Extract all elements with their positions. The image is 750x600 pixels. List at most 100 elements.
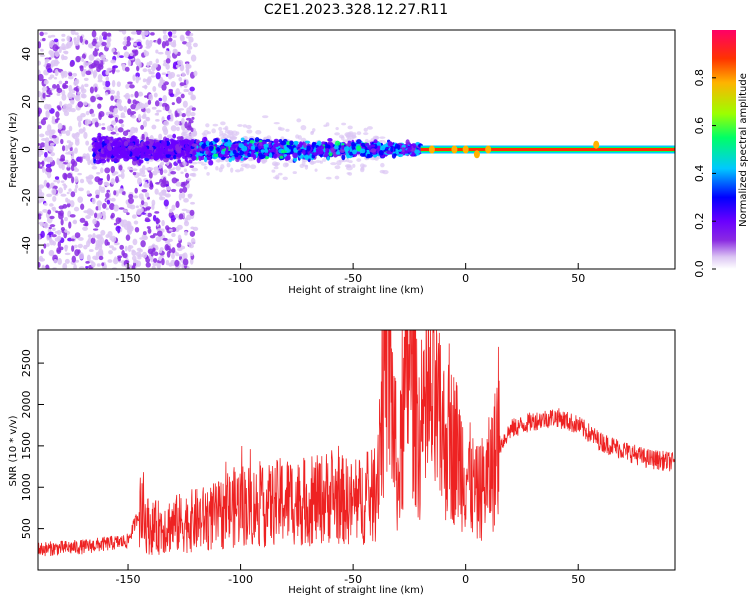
colorbar-strip: [712, 30, 736, 269]
heatmap-cell: [137, 76, 141, 81]
heatmap-cell: [57, 258, 62, 265]
heatmap-cell: [143, 95, 149, 98]
heatmap-cell: [366, 145, 372, 150]
heatmap-cell: [126, 129, 131, 133]
heatmap-cell: [158, 133, 163, 141]
heatmap-cell: [152, 262, 158, 267]
heatmap-cell: [42, 117, 48, 120]
heatmap-cell: [168, 248, 172, 254]
heatmap-cell: [293, 157, 298, 162]
heatmap-cell: [148, 93, 154, 102]
heatmap-cell: [356, 158, 362, 162]
heatmap-cell: [96, 200, 102, 207]
heatmap-cell: [133, 258, 137, 264]
heatmap-cell: [38, 60, 42, 66]
heatmap-cell: [171, 253, 175, 260]
x-tick-label: -150: [116, 573, 141, 586]
heatmap-cell: [144, 217, 150, 222]
heatmap-cell: [273, 138, 280, 144]
heatmap-cell: [109, 111, 113, 115]
heatmap-cell: [189, 209, 195, 216]
heatmap-cell: [152, 85, 157, 92]
heatmap-cell: [92, 50, 98, 57]
heatmap-cell: [118, 207, 125, 210]
heatmap-cell: [98, 212, 103, 219]
heatmap-cell: [94, 121, 99, 128]
heatmap-cell: [60, 227, 66, 232]
heatmap-cell: [171, 232, 176, 238]
heatmap-cell: [179, 82, 185, 87]
heatmap-cell: [326, 144, 331, 149]
heatmap-cell: [117, 226, 121, 234]
heatmap-cell: [240, 137, 245, 142]
heatmap-cell: [145, 39, 150, 47]
heatmap-cell: [234, 169, 241, 173]
heatmap-cell: [136, 251, 142, 258]
heatmap-cell: [170, 188, 177, 193]
heatmap-cell: [175, 200, 180, 208]
heatmap-cell: [340, 136, 345, 141]
heatmap-cell: [216, 157, 221, 163]
heatmap-cell: [284, 146, 288, 151]
heatmap-cell: [151, 106, 157, 110]
heatmap-cell: [126, 212, 130, 216]
heatmap-cell: [325, 176, 332, 180]
y-tick-label: -20: [20, 188, 33, 206]
heatmap-cell: [171, 102, 175, 106]
heatmap-cell: [64, 80, 69, 85]
heatmap-cell: [69, 214, 76, 218]
heatmap-cell: [41, 160, 45, 167]
heatmap-cell: [53, 259, 58, 264]
heatmap-cell: [141, 188, 148, 193]
heatmap-cell: [78, 187, 84, 192]
heatmap-cell: [168, 88, 173, 92]
heatmap-cell: [68, 84, 73, 93]
heatmap-cell: [186, 209, 191, 214]
heatmap-cell: [158, 249, 163, 254]
heatmap-cell: [189, 165, 195, 169]
heatmap-cell: [148, 171, 153, 179]
heatmap-cell: [167, 37, 173, 42]
heatmap-cell: [134, 226, 140, 233]
heatmap-cell: [155, 218, 161, 224]
heatmap-cell: [121, 190, 126, 196]
heatmap-cell: [47, 68, 53, 73]
heatmap-cell: [157, 38, 162, 45]
heatmap-cell: [183, 168, 188, 173]
heatmap-cell: [88, 209, 94, 216]
heatmap-cell: [84, 39, 89, 45]
heatmap-cell: [96, 263, 101, 267]
heatmap-cell: [222, 127, 228, 130]
heatmap-cell: [131, 115, 137, 119]
heatmap-cell: [104, 139, 110, 144]
heatmap-cell: [110, 178, 116, 185]
heatmap-cell: [66, 163, 71, 168]
heatmap-cell: [56, 235, 62, 241]
heatmap-cell: [356, 145, 362, 152]
heatmap-cell: [315, 160, 322, 163]
heatmap-cell: [397, 153, 404, 158]
heatmap-cell: [175, 165, 181, 171]
heatmap-cell: [106, 173, 111, 182]
heatmap-cell: [164, 103, 170, 112]
heatmap-cell: [143, 30, 149, 36]
heatmap-cell: [169, 208, 173, 213]
heatmap-cell: [90, 261, 96, 268]
heatmap-cell: [282, 162, 289, 168]
heatmap-cell: [170, 259, 176, 267]
heatmap-cell: [178, 213, 184, 220]
heatmap-cell: [223, 142, 230, 147]
heatmap-cell: [116, 81, 121, 88]
heatmap-cell: [141, 251, 148, 259]
heatmap-cell: [39, 192, 45, 197]
heatmap-cell: [255, 129, 262, 135]
heatmap-cell: [146, 108, 151, 114]
heatmap-cell: [160, 189, 167, 193]
heatmap-cell: [70, 107, 76, 113]
heatmap-cell: [67, 150, 72, 155]
heatmap-cell: [176, 224, 183, 230]
heatmap-cell: [63, 173, 68, 181]
heatmap-cell: [169, 156, 173, 161]
heatmap-cell: [39, 142, 46, 148]
heatmap-cell: [130, 93, 134, 98]
